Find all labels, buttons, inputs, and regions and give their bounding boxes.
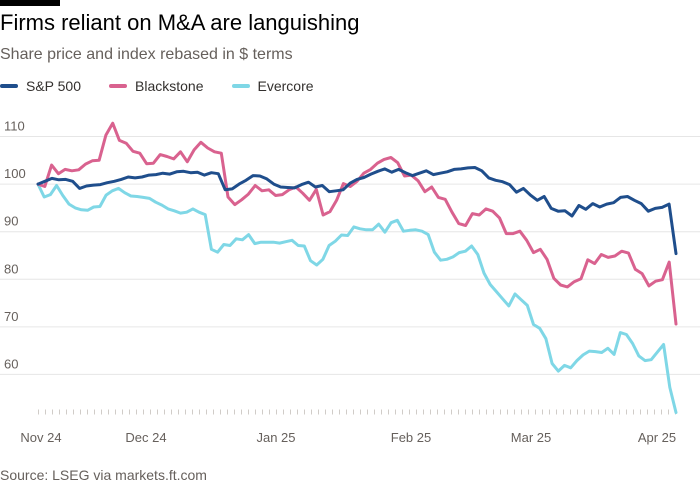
legend-label-sp500: S&P 500 [26, 78, 82, 94]
y-tick-label: 90 [4, 214, 18, 229]
series-line-evercore [36, 182, 678, 414]
legend-swatch-sp500 [0, 84, 18, 88]
x-tick-label: Apr 25 [638, 430, 676, 445]
legend-item-blackstone: Blackstone [109, 78, 204, 94]
x-tick-label: Feb 25 [391, 430, 431, 445]
legend-label-evercore: Evercore [257, 78, 314, 94]
x-tick-label: Dec 24 [125, 430, 166, 445]
x-axis: Nov 24 Dec 24 Jan 25 Feb 25 Mar 25 Apr 25 [20, 409, 680, 445]
series-line-sp500 [36, 166, 678, 256]
legend-item-evercore: Evercore [231, 78, 314, 94]
legend: S&P 500 Blackstone Evercore [0, 78, 314, 94]
y-tick-label: 70 [4, 309, 18, 324]
source-note: Source: LSEG via markets.ft.com [0, 467, 207, 483]
y-tick-label: 60 [4, 356, 18, 371]
y-tick-label: 80 [4, 261, 18, 276]
legend-label-blackstone: Blackstone [135, 78, 204, 94]
series-layer [36, 121, 678, 414]
legend-swatch-blackstone [109, 84, 128, 88]
top-rule [0, 0, 60, 6]
chart-subtitle: Share price and index rebased in $ terms [0, 46, 293, 63]
x-tick-label: Nov 24 [20, 430, 61, 445]
legend-item-sp500: S&P 500 [0, 78, 81, 94]
y-tick-label: 110 [4, 119, 25, 134]
grid-layer: 60 70 80 90 100 110 [0, 119, 700, 375]
x-tick-label: Jan 25 [256, 430, 295, 445]
series-line-blackstone [36, 121, 678, 326]
x-tick-label: Mar 25 [511, 430, 551, 445]
legend-swatch-evercore [231, 84, 250, 88]
chart-title: Firms reliant on M&A are languishing [0, 10, 360, 35]
y-tick-label: 100 [4, 166, 26, 181]
